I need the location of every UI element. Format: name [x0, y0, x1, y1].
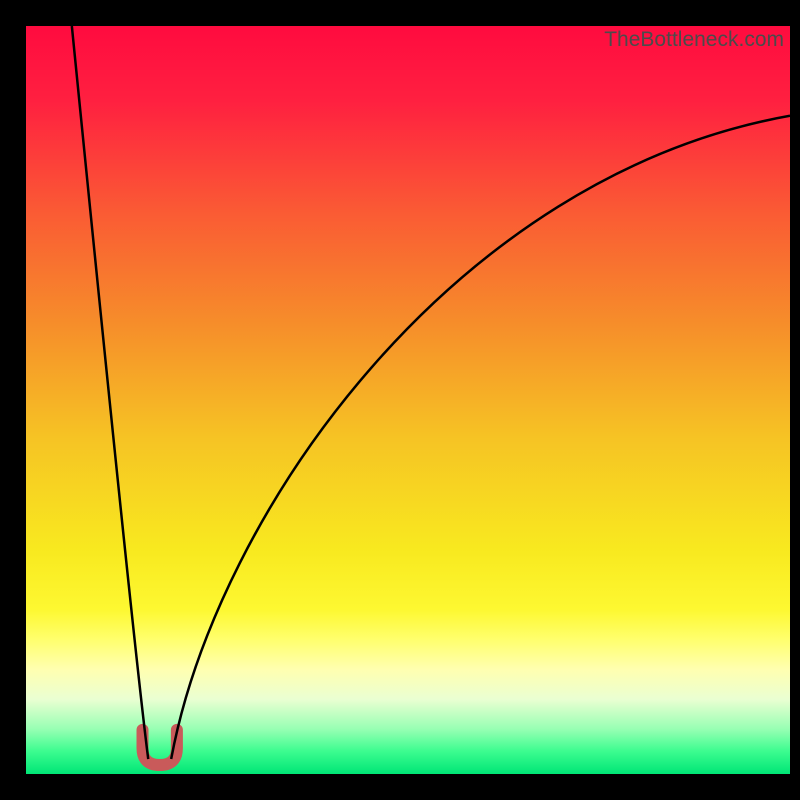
curve-right-branch: [171, 116, 790, 759]
watermark-text: TheBottleneck.com: [604, 28, 784, 52]
plot-area: [26, 26, 790, 774]
curve-layer: [26, 26, 790, 774]
curve-left-branch: [72, 26, 148, 759]
chart-frame: TheBottleneck.com: [0, 0, 800, 800]
